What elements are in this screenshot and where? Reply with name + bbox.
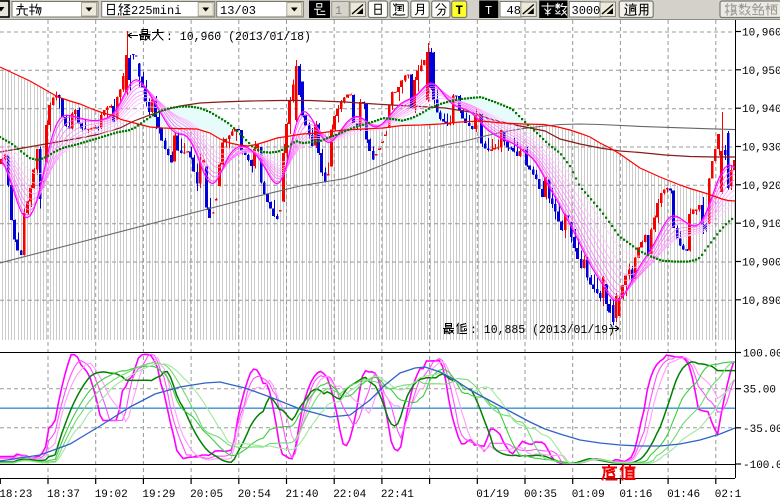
svg-text:10,920: 10,920 [742, 181, 780, 193]
svg-text:13/03: 13/03 [220, 4, 256, 18]
svg-text:19:02: 19:02 [95, 489, 128, 501]
svg-text:00:35: 00:35 [524, 489, 557, 501]
svg-text:22:41: 22:41 [381, 489, 414, 501]
svg-text:18:37: 18:37 [47, 489, 80, 501]
svg-text:3000: 3000 [572, 4, 601, 18]
svg-text:1: 1 [335, 4, 342, 18]
svg-text:T: T [485, 4, 492, 18]
svg-text:: 10,885 (2013/01/19): : 10,885 (2013/01/19) [470, 324, 615, 337]
svg-text:10,930: 10,930 [742, 143, 780, 155]
svg-text:20:05: 20:05 [190, 489, 223, 501]
svg-text:48: 48 [507, 4, 521, 18]
svg-text:01:46: 01:46 [667, 489, 700, 501]
svg-text:10,960: 10,960 [742, 28, 780, 40]
svg-text:: 10,960 (2013/01/18): : 10,960 (2013/01/18) [166, 31, 311, 44]
svg-text:100.00: 100.00 [743, 349, 780, 361]
svg-text:10,900: 10,900 [742, 258, 780, 270]
svg-text:20:54: 20:54 [238, 489, 271, 501]
svg-text:01:16: 01:16 [619, 489, 652, 501]
svg-text:-35.00: -35.00 [743, 424, 780, 436]
svg-text:18:23: 18:23 [0, 489, 32, 501]
svg-text:T: T [456, 4, 464, 18]
svg-text:10,940: 10,940 [742, 104, 780, 116]
svg-text:10,890: 10,890 [742, 296, 780, 308]
svg-text:01/19: 01/19 [476, 489, 509, 501]
svg-text:19:29: 19:29 [142, 489, 175, 501]
svg-text:225mini: 225mini [131, 4, 181, 18]
svg-text:21:40: 21:40 [286, 489, 319, 501]
svg-text:22:04: 22:04 [333, 489, 366, 501]
svg-text:10,910: 10,910 [742, 219, 780, 231]
svg-text:01:09: 01:09 [572, 489, 605, 501]
svg-text:02:1: 02:1 [715, 489, 742, 501]
svg-text:-100.00: -100.00 [743, 460, 780, 472]
svg-text:35.00: 35.00 [743, 385, 776, 397]
svg-text:10,950: 10,950 [742, 66, 780, 78]
